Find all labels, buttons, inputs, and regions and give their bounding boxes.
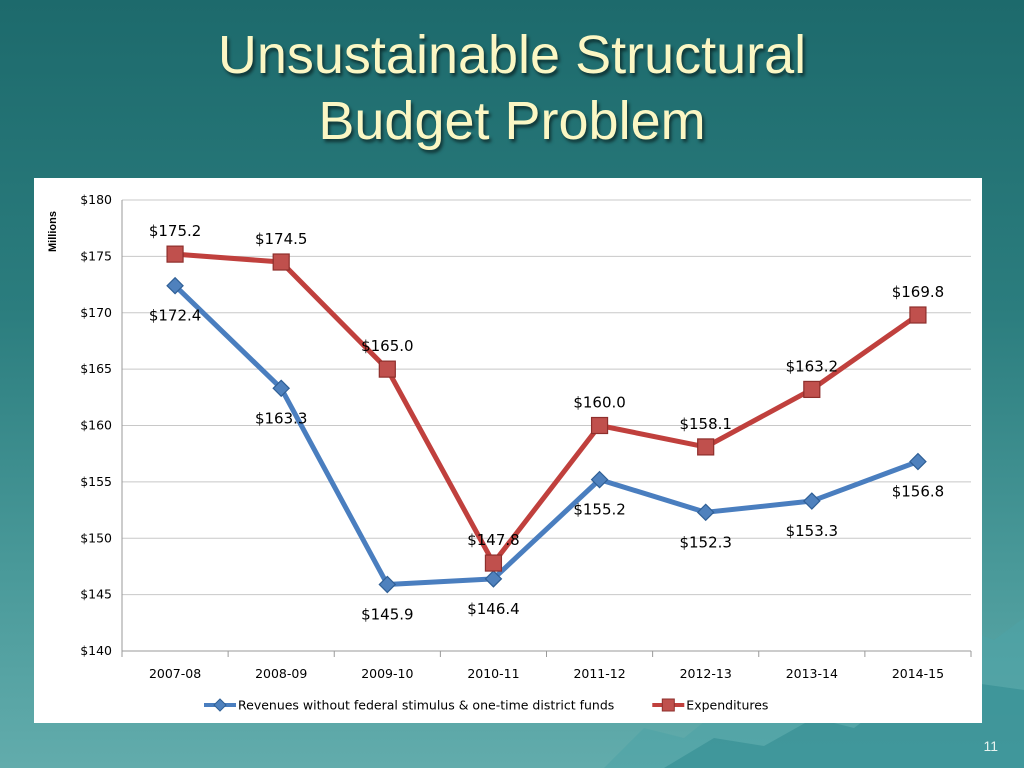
expenditure-data-label: $165.0: [361, 337, 414, 355]
revenue-data-label: $163.3: [255, 409, 308, 427]
legend-diamond-icon: [213, 698, 227, 712]
expenditure-data-label: $160.0: [573, 394, 626, 412]
y-tick-label: $140: [80, 643, 112, 658]
revenue-point: [590, 470, 609, 489]
revenue-point: [909, 452, 927, 471]
y-tick-label: $165: [80, 361, 112, 376]
y-tick-label: $160: [80, 418, 112, 433]
revenue-data-label: $172.4: [149, 307, 202, 325]
y-tick-label: $175: [80, 248, 112, 263]
data-labels: $172.4 $163.3 $145.9 $146.4 $155.2 $152.3 $153…: [149, 222, 944, 623]
revenue-data-label: $145.9: [361, 605, 414, 623]
expenditure-data-label: $174.5: [255, 230, 308, 248]
gridlines: [121, 199, 971, 652]
legend-label: Expenditures: [686, 698, 768, 713]
revenue-data-label: $146.4: [467, 600, 520, 618]
expenditure-data-label: $147.8: [467, 531, 520, 549]
x-axis-ticks: 2007-08 2008-09 2009-10 2010-11 2011-12 2012-…: [121, 651, 972, 681]
y-tick-label: $180: [80, 192, 112, 207]
expenditure-point: [909, 306, 927, 324]
revenue-point: [696, 503, 715, 522]
x-tick-label: 2008-09: [255, 666, 307, 681]
y-tick-label: $150: [80, 530, 112, 545]
legend-item-revenues: Revenues without federal stimulus & one-…: [204, 698, 614, 713]
y-tick-label: $170: [80, 305, 112, 320]
chart-canvas: $140 $145 $150 $155 $160 $165 $170 $175 $180 200…: [47, 192, 972, 713]
expenditure-data-label: $169.8: [892, 283, 945, 301]
expenditure-point: [272, 253, 290, 271]
y-tick-label: $155: [80, 474, 112, 489]
expenditure-data-label: $175.2: [149, 222, 202, 240]
legend: Revenues without federal stimulus & one-…: [204, 698, 768, 713]
expenditure-series-line: [172, 251, 921, 566]
expenditure-point: [166, 245, 184, 263]
slide-title-line1: Unsustainable Structural: [217, 25, 807, 85]
legend-label: Revenues without federal stimulus & one-…: [238, 698, 614, 713]
revenue-point: [272, 379, 291, 398]
x-tick-label: 2011-12: [573, 666, 625, 681]
line-chart: $140 $145 $150 $155 $160 $165 $170 $175 $180 200…: [34, 178, 982, 723]
expenditure-data-label: $163.2: [786, 357, 839, 375]
expenditure-point: [803, 380, 821, 399]
revenue-data-label: $152.3: [679, 533, 732, 551]
expenditure-point: [378, 360, 396, 378]
revenue-point: [166, 276, 184, 295]
series-lines: [166, 245, 927, 594]
expenditure-point: [590, 416, 609, 435]
revenue-data-label: $153.3: [786, 522, 839, 540]
slide-title: Unsustainable Structural Budget Problem: [0, 22, 1024, 154]
expenditure-point: [697, 438, 715, 456]
revenue-data-label: $156.8: [892, 483, 945, 501]
legend-item-expenditures: Expenditures: [652, 698, 768, 713]
x-tick-label: 2012-13: [680, 666, 732, 681]
revenue-point: [802, 492, 821, 510]
y-tick-label: $145: [80, 587, 112, 602]
revenue-point: [484, 569, 503, 588]
revenue-point: [378, 575, 397, 594]
y-axis-label: Millions: [47, 211, 59, 252]
revenue-data-label: $155.2: [573, 501, 626, 519]
expenditure-data-label: $158.1: [679, 415, 732, 433]
slide-title-line2: Budget Problem: [318, 91, 706, 151]
x-tick-label: 2007-08: [149, 666, 201, 681]
legend-square-icon: [661, 698, 675, 712]
y-axis-ticks: $140 $145 $150 $155 $160 $165 $170 $175 $180: [80, 192, 112, 658]
expenditure-point: [484, 554, 503, 572]
x-tick-label: 2013-14: [786, 666, 838, 681]
x-tick-label: 2010-11: [467, 666, 519, 681]
revenue-series-line: [172, 283, 921, 587]
x-tick-label: 2014-15: [892, 666, 944, 681]
x-tick-label: 2009-10: [361, 666, 413, 681]
page-number: 11: [983, 738, 998, 754]
